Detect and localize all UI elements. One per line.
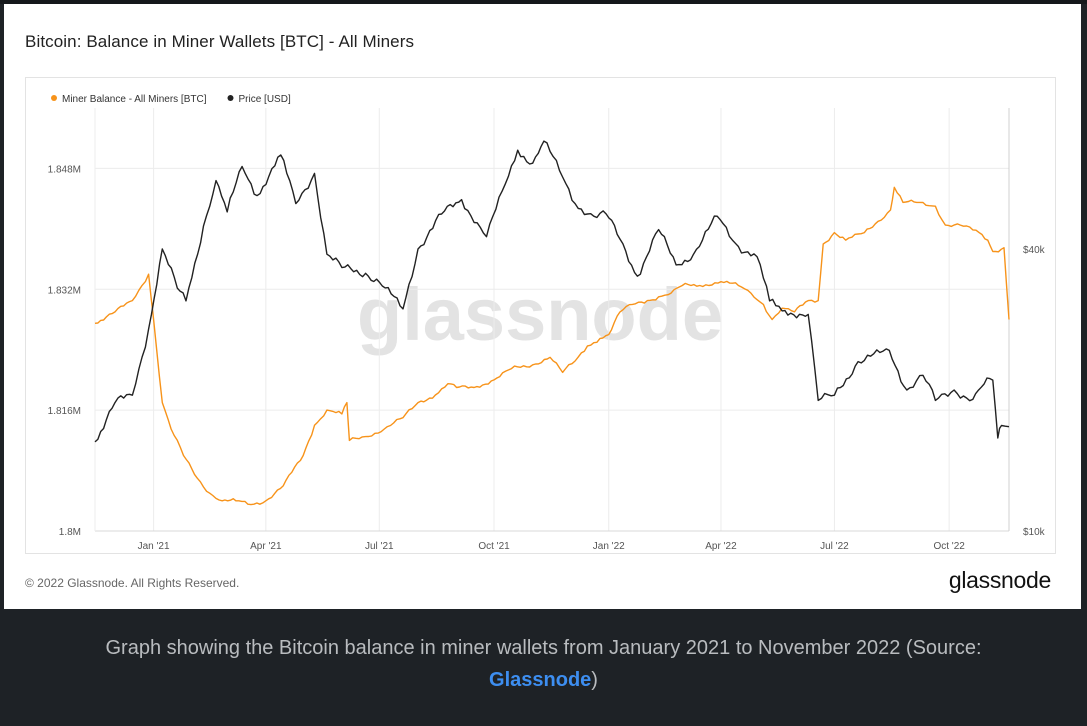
series-line-price[interactable] [94,140,1010,443]
x-tick-label: Oct '22 [933,541,965,552]
legend-marker [227,95,234,101]
chart-title: Bitcoin: Balance in Miner Wallets [BTC] … [25,32,415,51]
x-tick-label: Jul '22 [820,541,849,552]
y-right-tick-label: $10k [1023,527,1046,538]
y-left-tick-label: 1.848M [48,164,81,175]
x-tick-label: Jan '21 [138,541,170,552]
caption-suffix: ) [591,669,598,691]
chart-card: Bitcoin: Balance in Miner Wallets [BTC] … [4,4,1081,609]
chart-svg: glassnode 1.8M 1.816M 1.832M 1.848M $10k $40k… [48,94,1046,552]
legend-marker [51,95,57,101]
x-tick-label: Oct '21 [478,541,510,552]
legend[interactable]: Miner Balance - All Miners [BTC] Price [U… [51,94,291,105]
legend-label[interactable]: Price [USD] [239,94,291,105]
series-line-miner-balance[interactable] [94,186,1010,506]
copyright-text: © 2022 Glassnode. All Rights Reserved. [25,576,240,590]
y-right-tick-label: $40k [1023,245,1046,256]
x-tick-label: Jul '21 [365,541,394,552]
legend-label[interactable]: Miner Balance - All Miners [BTC] [62,94,207,105]
caption: Graph showing the Bitcoin balance in min… [0,632,1087,696]
source-link[interactable]: Glassnode [489,669,592,691]
watermark: glassnode [357,273,723,356]
y-left-tick-label: 1.832M [48,285,81,296]
y-left-tick-label: 1.8M [59,527,81,538]
series-group [94,140,1010,506]
y-left-tick-label: 1.816M [48,406,81,417]
x-tick-label: Jan '22 [593,541,625,552]
top-strip [0,0,1087,4]
brand-logo-text[interactable]: glassnode [948,567,1051,593]
x-tick-label: Apr '22 [705,541,737,552]
chart-container: glassnode 1.8M 1.816M 1.832M 1.848M $10k $40k… [25,77,1056,554]
x-tick-label: Apr '21 [250,541,282,552]
caption-text: Graph showing the Bitcoin balance in min… [105,637,982,659]
axes: 1.8M 1.816M 1.832M 1.848M $10k $40k Jan '21 Apr… [48,108,1046,552]
